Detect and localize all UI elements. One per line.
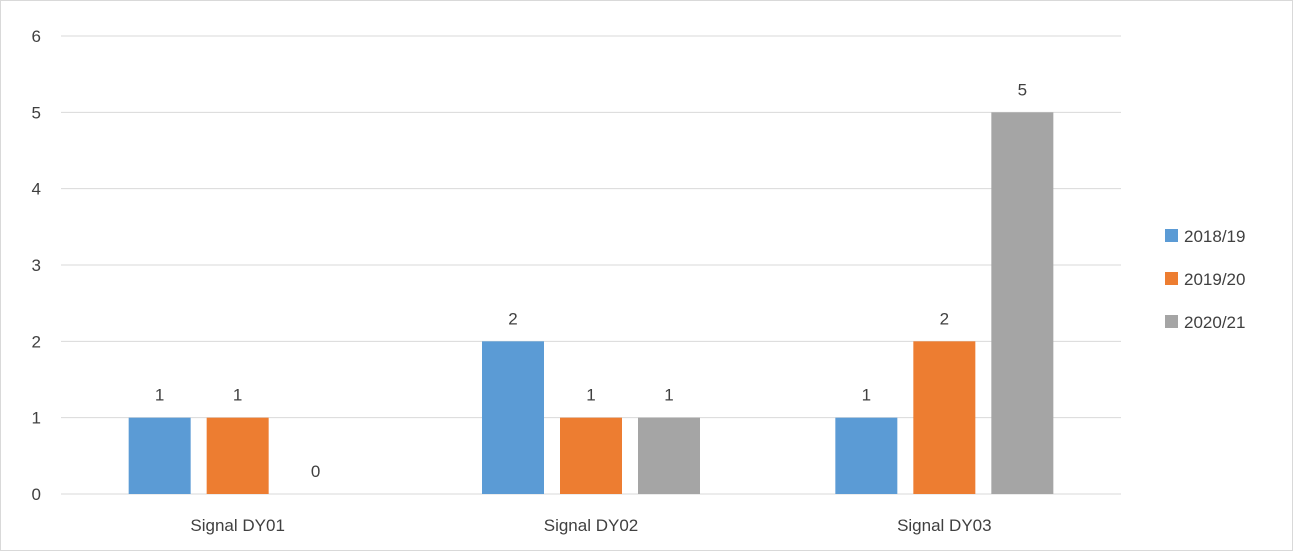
data-label: 5: [1018, 80, 1027, 99]
x-axis-categories: Signal DY01 Signal DY02 Signal DY03: [190, 516, 991, 535]
bar-2019-20-signal-dy02: [560, 417, 622, 494]
y-tick-label: 3: [32, 256, 41, 275]
y-tick-label: 4: [32, 180, 41, 199]
category-label: Signal DY03: [897, 516, 992, 535]
legend-swatch: [1165, 229, 1178, 242]
data-label: 1: [664, 386, 673, 405]
bar-2020-21-signal-dy03: [991, 112, 1054, 494]
bars: [128, 112, 1054, 494]
data-label: 0: [311, 462, 320, 481]
y-tick-label: 0: [32, 485, 41, 504]
data-label: 1: [233, 386, 242, 405]
legend-label: 2018/19: [1184, 227, 1245, 246]
category-label: Signal DY02: [544, 516, 639, 535]
data-label: 1: [155, 386, 164, 405]
bar-2019-20-signal-dy03: [913, 341, 976, 494]
legend-label: 2019/20: [1184, 270, 1245, 289]
data-label: 2: [940, 309, 949, 328]
y-tick-label: 2: [32, 332, 41, 351]
legend-swatch: [1165, 272, 1178, 285]
category-label: Signal DY01: [190, 516, 285, 535]
bar-2018-19-signal-dy01: [128, 417, 191, 494]
y-axis-ticks: 0 1 2 3 4 5 6: [32, 27, 41, 504]
bar-2018-19-signal-dy03: [835, 417, 898, 494]
y-tick-label: 5: [32, 103, 41, 122]
y-tick-label: 6: [32, 27, 41, 46]
legend-label: 2020/21: [1184, 313, 1245, 332]
legend: 2018/19 2019/20 2020/21: [1165, 227, 1245, 332]
bar-2018-19-signal-dy02: [482, 341, 544, 494]
data-label: 2: [508, 309, 517, 328]
data-label: 1: [862, 386, 871, 405]
data-label: 1: [586, 386, 595, 405]
y-tick-label: 1: [32, 409, 41, 428]
data-labels: 1 1 0 2 1 1 1 2 5: [155, 80, 1027, 481]
bar-2019-20-signal-dy01: [206, 417, 269, 494]
bar-2020-21-signal-dy02: [638, 417, 700, 494]
legend-swatch: [1165, 315, 1178, 328]
